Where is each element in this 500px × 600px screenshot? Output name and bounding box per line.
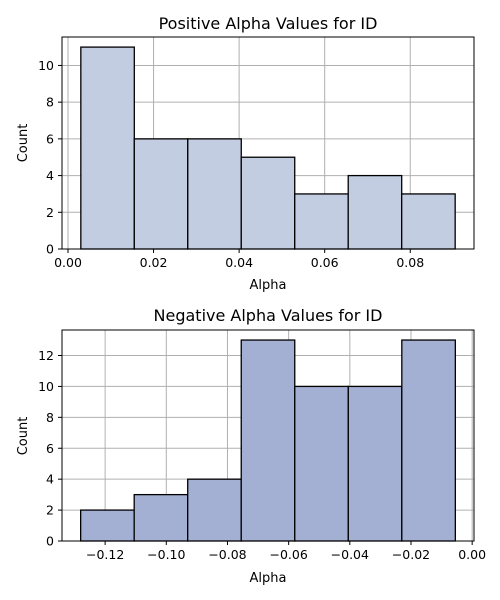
y-tick-label: 8: [46, 410, 54, 425]
x-tick-label: 0.00: [54, 255, 82, 270]
x-tick-label: −0.04: [331, 547, 369, 562]
histogram-bar: [187, 478, 242, 542]
y-tick-label: 0: [46, 534, 54, 549]
y-tick-label: 0: [46, 242, 54, 257]
y-tick-label: 6: [46, 131, 54, 146]
histogram-bar: [347, 174, 403, 250]
y-tick-label: 4: [46, 168, 54, 183]
x-tick-label: 0.06: [311, 255, 339, 270]
histogram-bar: [347, 385, 403, 542]
histogram-bar: [133, 138, 189, 250]
histogram-bar: [401, 193, 456, 250]
chart-title: Negative Alpha Values for ID: [154, 306, 383, 325]
x-axis-label: Alpha: [250, 278, 287, 293]
y-tick-label: 10: [38, 379, 54, 394]
axes-frame: [61, 36, 475, 250]
histogram-bar: [401, 339, 456, 542]
histogram-bar: [133, 493, 189, 542]
bars: [80, 46, 456, 250]
y-tick-label: 2: [46, 503, 54, 518]
histogram-bar: [294, 385, 349, 542]
bars: [80, 339, 456, 542]
y-tick-label: 8: [46, 95, 54, 110]
y-tick-label: 4: [46, 472, 54, 487]
x-tick-label: −0.10: [147, 547, 185, 562]
y-tick-label: 2: [46, 205, 54, 220]
histogram-bar: [187, 138, 242, 250]
y-tick-label: 12: [38, 348, 54, 363]
histogram-bar: [240, 339, 296, 542]
y-tick-label: 10: [38, 58, 54, 73]
x-tick-label: 0.00: [458, 547, 486, 562]
y-axis-label: Count: [16, 417, 31, 456]
chart-title: Positive Alpha Values for ID: [159, 14, 378, 33]
x-tick-label: −0.08: [208, 547, 246, 562]
histogram-bar: [80, 46, 135, 250]
x-axis-label: Alpha: [250, 571, 287, 586]
x-tick-label: −0.06: [269, 547, 307, 562]
x-tick-label: −0.02: [392, 547, 430, 562]
y-tick-label: 6: [46, 441, 54, 456]
x-tick-label: 0.02: [140, 255, 168, 270]
x-tick-label: 0.04: [225, 255, 253, 270]
x-tick-label: −0.12: [86, 547, 124, 562]
axes-frame: [61, 329, 475, 542]
y-axis-label: Count: [16, 124, 31, 163]
histogram-bar: [294, 193, 349, 250]
histogram-bar: [240, 156, 296, 250]
histogram-bar: [80, 509, 135, 542]
x-tick-label: 0.08: [396, 255, 424, 270]
positive-alpha-histogram: Positive Alpha Values for ID Alpha Count…: [16, 14, 475, 293]
negative-alpha-histogram: Negative Alpha Values for ID Alpha Count…: [16, 306, 486, 586]
